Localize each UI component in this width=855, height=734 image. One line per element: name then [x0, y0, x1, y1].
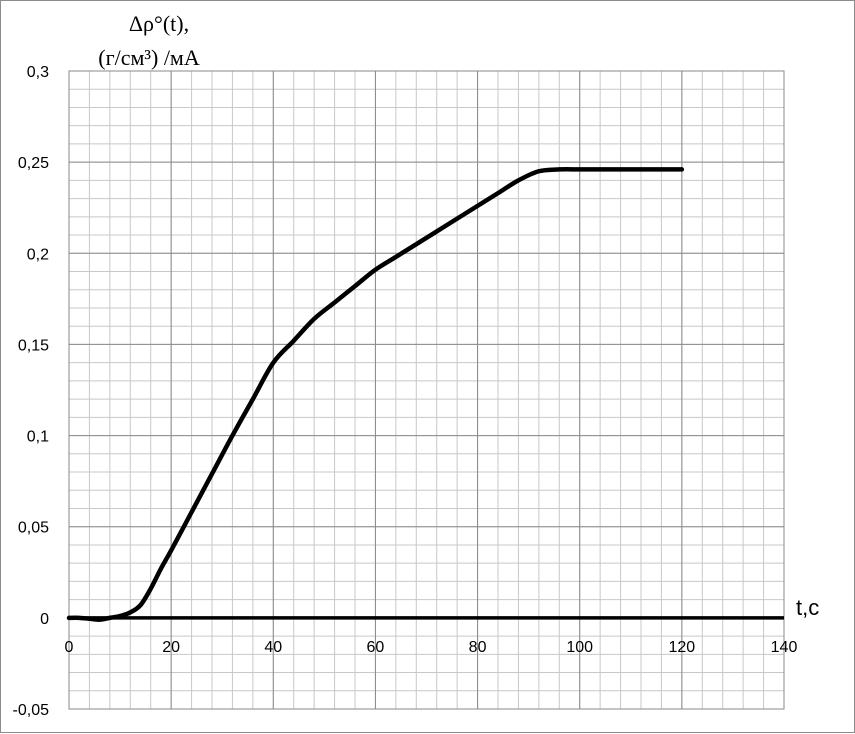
y-tick-label: -0,05: [13, 702, 50, 719]
y-tick-label: 0,25: [18, 155, 49, 172]
y-tick-label: 0: [40, 611, 49, 628]
y-axis-label-line2: (г/см³) /мА: [98, 45, 200, 70]
x-tick-label: 40: [264, 639, 282, 656]
y-tick-label: 0,3: [27, 64, 49, 81]
series-layer: [66, 167, 685, 622]
y-tick-labels: -0,05 0 0,05 0,1 0,15 0,2 0,25 0,3: [13, 64, 50, 719]
y-tick-label: 0,05: [18, 520, 49, 537]
x-tick-label: 0: [65, 639, 74, 656]
x-tick-label: 60: [367, 639, 385, 656]
x-tick-label: 100: [566, 639, 593, 656]
x-tick-label: 120: [669, 639, 696, 656]
x-tick-label: 80: [469, 639, 487, 656]
x-tick-labels: 0 20 40 60 80 100 120 140: [65, 639, 798, 656]
x-axis-label: t,c: [796, 595, 819, 620]
plot-border: [68, 70, 785, 710]
minor-grid: [68, 70, 785, 710]
y-tick-label: 0,2: [27, 246, 49, 263]
series-line: [66, 167, 685, 622]
y-axis-label-line1: Δρ°(t),: [129, 11, 189, 36]
x-tick-label: 140: [771, 639, 798, 656]
y-tick-label: 0,1: [27, 429, 49, 446]
major-grid: [68, 70, 785, 710]
axes: [68, 70, 785, 710]
y-tick-label: 0,15: [18, 337, 49, 354]
x-tick-label: 20: [162, 639, 180, 656]
